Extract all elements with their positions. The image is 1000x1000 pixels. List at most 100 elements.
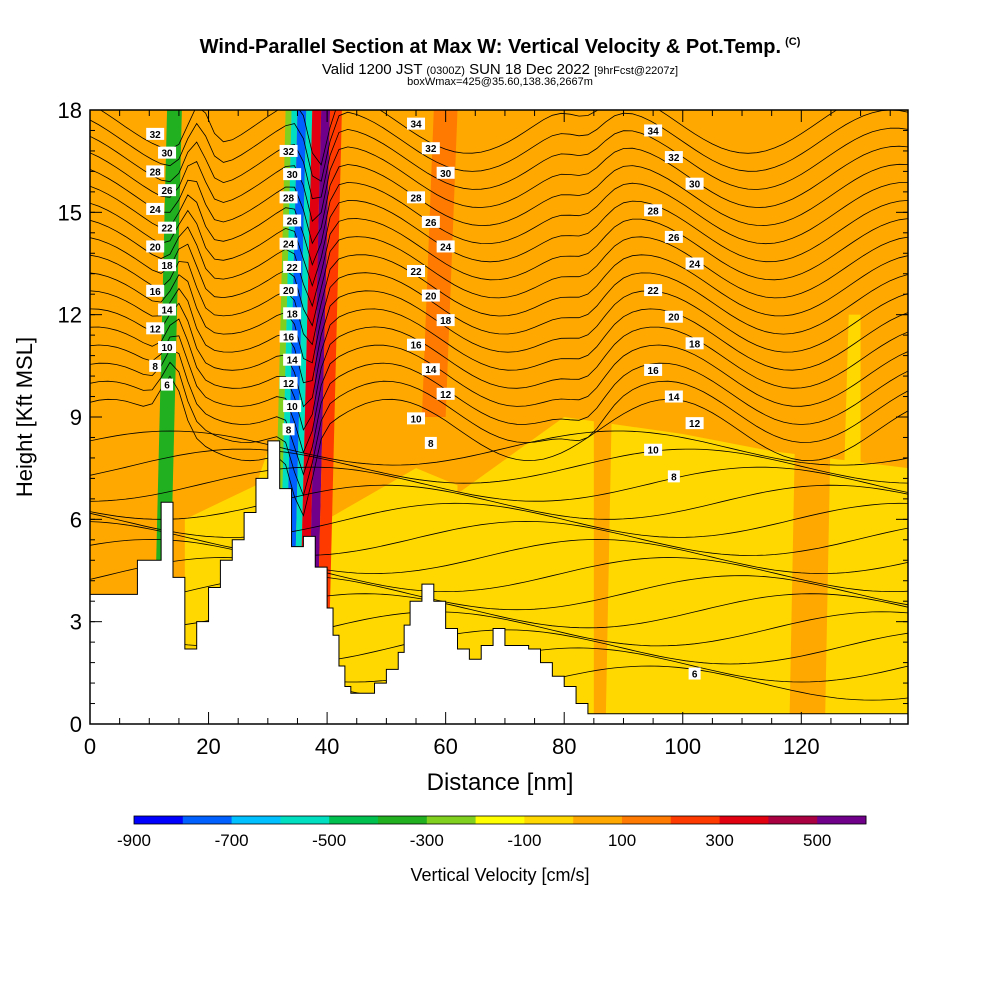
theta-label-core-10: 12 <box>279 376 298 390</box>
x-tick-label-5: 100 <box>664 734 701 759</box>
theta-label-right-8: 18 <box>685 337 704 350</box>
theta-label-core-11: 10 <box>283 400 302 413</box>
theta-label-right-13: 8 <box>667 470 680 483</box>
theta-label-core-6-text: 20 <box>283 286 295 297</box>
theta-label-right-5: 24 <box>685 257 704 271</box>
theta-label-right-14: 6 <box>688 667 701 681</box>
y-axis-label: Height [Kft MSL] <box>12 337 37 497</box>
theta-label-right-11: 12 <box>685 417 704 430</box>
theta-contour-29 <box>90 127 908 200</box>
theta-label-core-8-text: 16 <box>283 332 295 343</box>
theta-contour-15 <box>90 361 908 497</box>
theta-label-core-6: 20 <box>279 284 298 297</box>
colorbar-frame <box>133 815 867 825</box>
theta-label-core-4: 24 <box>279 237 298 251</box>
theta-label-right-6: 22 <box>644 284 663 297</box>
theta-label-right-13-text: 8 <box>671 472 677 483</box>
theta-label-left-8: 16 <box>146 284 165 298</box>
x-tick-label-1: 20 <box>196 734 220 759</box>
theta-label-left-1-bg <box>158 146 177 159</box>
colorbar-swatch-8 <box>524 816 574 824</box>
theta-label-mid-9-text: 16 <box>410 341 422 352</box>
theta-label-core-1: 30 <box>283 168 302 181</box>
theta-label-right-6-text: 22 <box>648 286 660 297</box>
theta-label-left-1: 30 <box>158 146 177 160</box>
theta-label-right-12-bg <box>644 443 663 456</box>
theta-label-mid-7: 20 <box>421 289 440 303</box>
theta-label-right-0-bg <box>644 124 663 137</box>
y-tick-label-3: 9 <box>70 405 82 430</box>
theta-contour-27 <box>90 163 908 245</box>
theta-label-left-9-bg <box>158 303 177 316</box>
theta-label-left-12-bg <box>149 359 162 372</box>
theta-label-core-1-text: 30 <box>287 170 299 181</box>
theta-label-mid-10-bg <box>421 363 440 376</box>
theta-label-left-0-text: 32 <box>150 130 162 141</box>
theta-label-right-13-bg <box>667 470 680 483</box>
theta-label-mid-11-text: 12 <box>440 390 452 401</box>
theta-label-left-9: 14 <box>158 303 177 317</box>
theta-label-left-5-bg <box>158 221 177 234</box>
theta-label-right-1-bg <box>664 151 683 164</box>
theta-label-left-3: 26 <box>158 184 177 197</box>
theta-label-right-2-bg <box>685 177 704 190</box>
theta-contour-20 <box>90 287 908 384</box>
theta-label-right-10-text: 14 <box>668 393 680 404</box>
theta-contour-13 <box>90 430 908 466</box>
theta-contour-12 <box>90 448 908 484</box>
theta-label-mid-12-text: 10 <box>410 414 422 425</box>
theta-label-mid-4-text: 26 <box>425 218 437 229</box>
theta-label-core-7-bg <box>283 307 302 320</box>
theta-label-core-9-bg <box>283 353 302 366</box>
theta-label-mid-9-bg <box>407 338 426 351</box>
theta-label-mid-2-bg <box>436 166 455 179</box>
theta-label-right-7-text: 20 <box>668 313 680 324</box>
theta-label-core-5-bg <box>283 260 302 273</box>
terrain <box>90 440 908 724</box>
colorbar-swatch-11 <box>670 816 721 824</box>
vv-region-4 <box>421 110 458 417</box>
theta-label-right-7: 20 <box>664 310 683 324</box>
theta-label-left-9-text: 14 <box>161 306 173 317</box>
theta-label-right-2-text: 30 <box>689 180 701 191</box>
theta-label-left-3-text: 26 <box>161 186 173 197</box>
theta-label-core-9-text: 14 <box>287 356 299 367</box>
theta-label-left-4: 24 <box>146 202 165 216</box>
y-tick-label-0: 0 <box>70 712 82 737</box>
theta-label-right-4-text: 26 <box>668 233 680 244</box>
theta-label-right-3-text: 28 <box>648 206 660 217</box>
theta-label-mid-10-text: 14 <box>425 365 437 376</box>
colorbar-tick-label-5: 100 <box>608 831 636 850</box>
theta-label-right-11-text: 12 <box>689 419 701 430</box>
theta-label-core-2-bg <box>279 191 298 204</box>
theta-label-right-1-text: 32 <box>668 153 680 164</box>
colorbar-swatch-1 <box>182 816 233 824</box>
theta-label-mid-1-bg <box>421 142 440 155</box>
theta-label-right-8-text: 18 <box>689 339 701 350</box>
theta-label-mid-8: 18 <box>436 314 455 327</box>
theta-label-left-7-text: 18 <box>161 261 173 272</box>
theta-label-left-8-bg <box>146 284 165 297</box>
theta-contour-30 <box>90 110 908 182</box>
x-tick-label-2: 40 <box>315 734 339 759</box>
theta-label-core-4-text: 24 <box>283 240 295 251</box>
colorbar-swatch-10 <box>622 816 672 824</box>
theta-label-right-9-text: 16 <box>648 366 660 377</box>
theta-label-mid-13: 8 <box>424 436 437 450</box>
theta-label-left-12: 8 <box>149 359 162 373</box>
theta-label-right-0-text: 34 <box>648 126 660 137</box>
theta-contour-6 <box>90 557 908 593</box>
theta-label-left-0: 32 <box>146 127 165 141</box>
theta-label-core-3-bg <box>283 214 302 227</box>
vv-region-5 <box>208 110 245 417</box>
theta-contour-8 <box>90 520 908 556</box>
theta-label-core-10-text: 12 <box>283 379 295 390</box>
y-tick-label-5: 15 <box>58 200 82 225</box>
theta-label-left-11-text: 10 <box>161 343 173 354</box>
theta-label-mid-8-text: 18 <box>440 316 452 327</box>
colorbar-swatch-0 <box>134 816 184 824</box>
theta-label-right-10: 14 <box>664 390 683 404</box>
theta-label-left-12-text: 8 <box>152 362 158 373</box>
theta-label-mid-12-bg <box>407 412 426 425</box>
